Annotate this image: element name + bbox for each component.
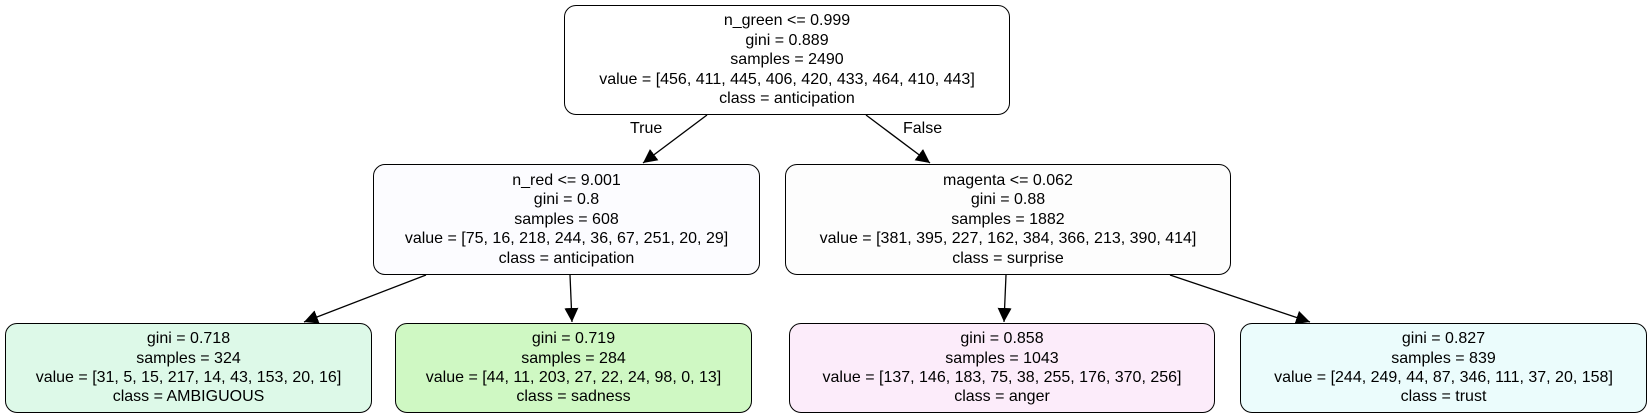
tree-node-root: n_green <= 0.999 gini = 0.889 samples = … xyxy=(564,5,1010,115)
node-value: value = [75, 16, 218, 244, 36, 67, 251, … xyxy=(404,230,729,248)
edge-left-lr xyxy=(564,274,579,323)
node-class: class = anticipation xyxy=(498,249,635,267)
node-gini: gini = 0.827 xyxy=(1401,330,1486,348)
edge-root-right xyxy=(865,114,931,164)
tree-node-rr: gini = 0.827 samples = 839 value = [244,… xyxy=(1240,323,1647,413)
node-class: class = trust xyxy=(1400,388,1487,406)
node-gini: gini = 0.858 xyxy=(960,330,1044,348)
node-gini: gini = 0.889 xyxy=(745,31,829,49)
edge-label-true: True xyxy=(630,120,663,137)
edge-root-left xyxy=(642,114,708,164)
node-split: n_red <= 9.001 xyxy=(512,171,621,189)
node-value: value = [44, 11, 203, 27, 22, 24, 98, 0,… xyxy=(425,369,722,386)
node-class: class = anticipation xyxy=(719,90,855,108)
tree-node-ll: gini = 0.718 samples = 324 value = [31, … xyxy=(5,323,372,413)
node-gini: gini = 0.718 xyxy=(146,330,231,348)
node-samples: samples = 1043 xyxy=(945,349,1059,367)
tree-node-rl: gini = 0.858 samples = 1043 value = [137… xyxy=(789,323,1215,413)
node-split: magenta <= 0.062 xyxy=(943,171,1073,189)
tree-node-right: magenta <= 0.062 gini = 0.88 samples = 1… xyxy=(785,164,1231,275)
node-samples: samples = 1882 xyxy=(951,210,1065,228)
node-split: n_green <= 0.999 xyxy=(723,12,851,30)
node-value: value = [456, 411, 445, 406, 420, 433, 4… xyxy=(599,70,975,88)
node-value: value = [31, 5, 15, 217, 14, 43, 153, 20… xyxy=(35,369,342,386)
node-samples: samples = 839 xyxy=(1391,349,1496,367)
node-class: class = sadness xyxy=(516,388,631,406)
node-class: class = anger xyxy=(954,388,1050,406)
node-gini: gini = 0.8 xyxy=(533,191,600,209)
node-class: class = AMBIGUOUS xyxy=(112,388,265,406)
edge-right-rl xyxy=(997,274,1012,323)
node-value: value = [244, 249, 44, 87, 346, 111, 37,… xyxy=(1274,369,1613,386)
edge-label-false: False xyxy=(903,120,943,137)
node-class: class = surprise xyxy=(952,249,1064,267)
node-samples: samples = 284 xyxy=(521,349,626,367)
node-gini: gini = 0.88 xyxy=(970,191,1046,209)
node-samples: samples = 608 xyxy=(514,210,619,228)
edge-right-rr xyxy=(1169,274,1311,325)
tree-node-left: n_red <= 9.001 gini = 0.8 samples = 608 … xyxy=(373,164,760,275)
node-value: value = [137, 146, 183, 75, 38, 255, 176… xyxy=(822,369,1182,386)
node-samples: samples = 324 xyxy=(136,349,241,367)
node-samples: samples = 2490 xyxy=(730,51,844,69)
edge-left-ll xyxy=(303,274,427,324)
node-value: value = [381, 395, 227, 162, 384, 366, 2… xyxy=(819,230,1197,248)
node-gini: gini = 0.719 xyxy=(531,330,616,348)
tree-node-lr: gini = 0.719 samples = 284 value = [44, … xyxy=(395,323,752,413)
